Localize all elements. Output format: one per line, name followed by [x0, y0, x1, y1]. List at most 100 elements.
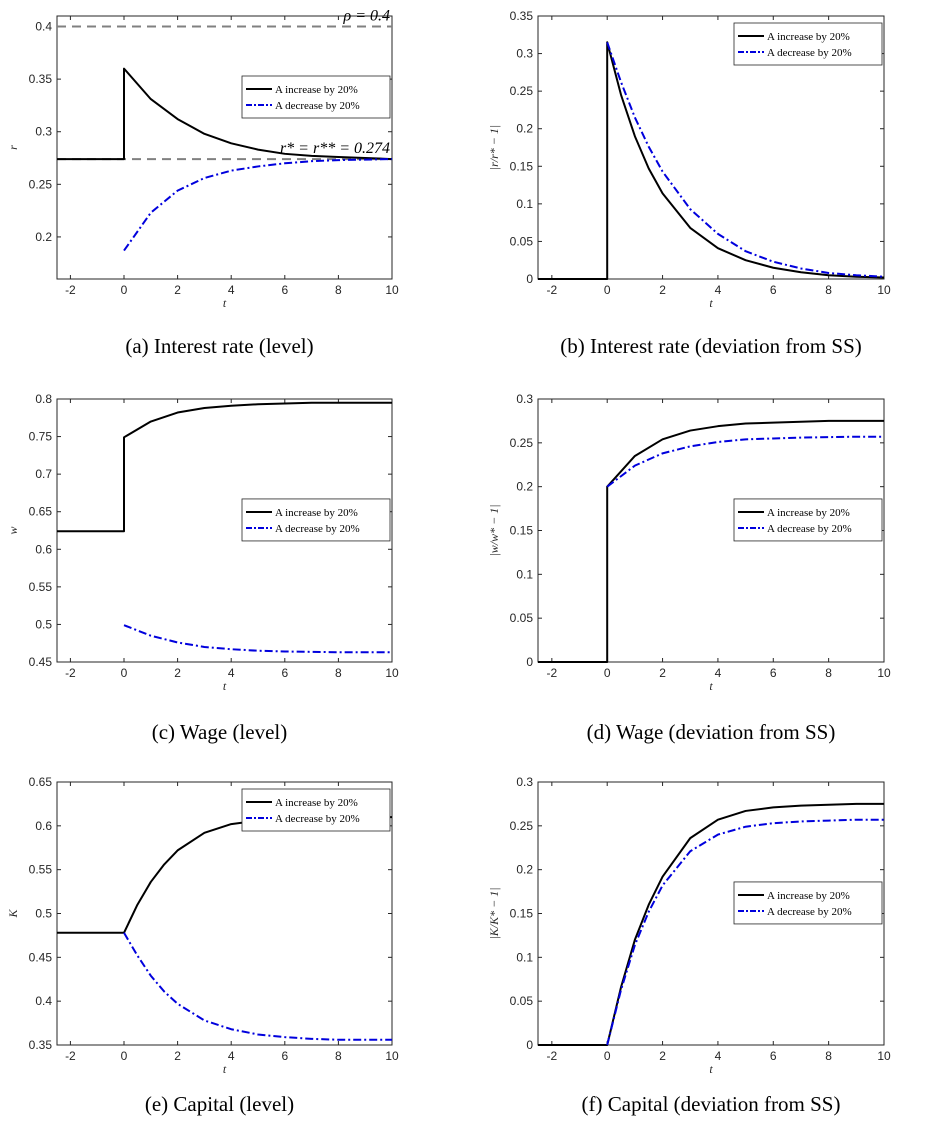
panel-caption: (f) Capital (deviation from SS) — [582, 1092, 841, 1116]
panel-e: -2 0 2 4 6 8 10 0.35 0.4 0.45 0.5 0.55 0.6 0.65 t K A in… — [6, 775, 399, 1116]
reference-line-label: ρ = 0.4 — [343, 8, 390, 25]
x-tick-label: 2 — [174, 283, 181, 297]
y-tick-label: 0.55 — [29, 863, 53, 877]
y-tick-label: 0.5 — [35, 617, 52, 631]
y-tick-label: 0.45 — [29, 950, 53, 964]
panel-b: -2 0 2 4 6 8 10 0 0.05 0.1 0.15 0.2 0.25 0.3 0.35 t |r/r… — [487, 9, 891, 358]
series-line-decrease — [606, 818, 884, 1046]
y-tick-label: 0.3 — [516, 775, 533, 789]
panel-caption: (a) Interest rate (level) — [125, 334, 313, 358]
series-line-increase — [538, 41, 885, 280]
legend: A increase by 20% A decrease by 20% — [733, 881, 883, 925]
y-tick-label: 0.6 — [35, 542, 52, 556]
x-tick-label: 4 — [228, 666, 235, 680]
legend-box — [241, 788, 391, 832]
x-tick-label: 4 — [715, 283, 722, 297]
legend-label: A increase by 20% — [275, 797, 358, 809]
x-axis-label: t — [223, 679, 227, 693]
y-tick-label: 0 — [526, 655, 533, 669]
legend-label: A decrease by 20% — [767, 523, 852, 535]
y-tick-label: 0.35 — [29, 1038, 53, 1052]
y-tick-label: 0.15 — [510, 159, 534, 173]
y-axis-label: |w/w* − 1| — [487, 504, 501, 556]
x-tick-label: 0 — [121, 283, 128, 297]
series-line-decrease — [123, 932, 392, 1041]
legend-label: A increase by 20% — [275, 507, 358, 519]
legend-label: A increase by 20% — [275, 84, 358, 96]
y-tick-label: 0.75 — [29, 430, 53, 444]
x-axis-label: t — [709, 1062, 713, 1076]
legend-box — [241, 75, 391, 119]
legend-label: A increase by 20% — [767, 31, 850, 43]
y-tick-label: 0.1 — [516, 567, 533, 581]
y-tick-label: 0.2 — [35, 230, 52, 244]
y-axis-label: r — [6, 145, 20, 150]
x-tick-label: 8 — [825, 283, 832, 297]
panel-caption: (c) Wage (level) — [152, 720, 288, 744]
panel-caption: (d) Wage (deviation from SS) — [587, 720, 836, 744]
y-tick-label: 0.25 — [510, 84, 534, 98]
panel-caption: (e) Capital (level) — [145, 1092, 294, 1116]
x-tick-label: 8 — [825, 1049, 832, 1063]
y-tick-label: 0.2 — [516, 863, 533, 877]
x-tick-label: 10 — [385, 283, 399, 297]
x-tick-label: 2 — [659, 283, 666, 297]
x-tick-label: 2 — [659, 1049, 666, 1063]
panel-caption: (b) Interest rate (deviation from SS) — [560, 334, 862, 358]
legend-label: A decrease by 20% — [767, 906, 852, 918]
y-tick-label: 0.15 — [510, 907, 534, 921]
x-tick-label: -2 — [65, 283, 76, 297]
legend-box — [733, 22, 883, 66]
x-tick-label: 6 — [770, 283, 777, 297]
y-tick-label: 0.1 — [516, 197, 533, 211]
y-tick-label: 0 — [526, 1038, 533, 1052]
y-tick-label: 0.65 — [29, 505, 53, 519]
legend-box — [733, 881, 883, 925]
x-tick-label: -2 — [547, 1049, 558, 1063]
x-tick-label: 6 — [281, 283, 288, 297]
y-tick-label: 0.25 — [510, 819, 534, 833]
series-line-increase — [57, 67, 393, 161]
y-tick-label: 0.3 — [35, 125, 52, 139]
x-tick-label: -2 — [547, 666, 558, 680]
x-tick-label: 0 — [121, 666, 128, 680]
x-tick-label: 10 — [385, 1049, 399, 1063]
x-tick-label: 6 — [770, 1049, 777, 1063]
x-axis-label: t — [709, 679, 713, 693]
legend-label: A decrease by 20% — [275, 100, 360, 112]
x-tick-label: 6 — [281, 1049, 288, 1063]
x-tick-label: 2 — [659, 666, 666, 680]
legend: A increase by 20% A decrease by 20% — [241, 498, 391, 542]
plot-area — [56, 15, 393, 280]
y-tick-label: 0.2 — [516, 122, 533, 136]
x-axis-label: t — [223, 296, 227, 310]
y-tick-label: 0.2 — [516, 480, 533, 494]
legend-box — [733, 498, 883, 542]
x-tick-label: 0 — [121, 1049, 128, 1063]
x-tick-label: 8 — [335, 283, 342, 297]
panel-a: -2 0 2 4 6 8 10 0.2 0.25 0.3 0.35 0.4 t r ρ = 0.4 r* = … — [6, 8, 399, 358]
x-tick-label: 4 — [228, 283, 235, 297]
panel-d: -2 0 2 4 6 8 10 0 0.05 0.1 0.15 0.2 0.25 0.3 t |w/w* − … — [487, 392, 891, 744]
x-tick-label: -2 — [547, 283, 558, 297]
x-axis-label: t — [709, 296, 713, 310]
y-tick-label: 0.35 — [510, 9, 534, 23]
x-tick-label: 10 — [877, 666, 891, 680]
x-tick-label: 2 — [174, 1049, 181, 1063]
x-tick-label: 8 — [335, 666, 342, 680]
x-tick-label: 8 — [825, 666, 832, 680]
y-tick-label: 0.3 — [516, 392, 533, 406]
y-axis-label: |K/K* − 1| — [487, 887, 501, 939]
series-line-increase — [57, 401, 392, 533]
x-tick-label: 4 — [715, 666, 722, 680]
x-tick-label: 8 — [335, 1049, 342, 1063]
x-axis-label: t — [223, 1062, 227, 1076]
panel-f: -2 0 2 4 6 8 10 0 0.05 0.1 0.15 0.2 0.25 0.3 t |K/K* − … — [487, 775, 891, 1116]
reference-line-label: r* = r** = 0.274 — [280, 140, 390, 157]
y-tick-label: 0.45 — [29, 655, 53, 669]
y-tick-label: 0.5 — [35, 907, 52, 921]
y-tick-label: 0.25 — [29, 177, 53, 191]
x-tick-label: 10 — [385, 666, 399, 680]
x-tick-label: -2 — [65, 1049, 76, 1063]
y-tick-label: 0.3 — [516, 47, 533, 61]
